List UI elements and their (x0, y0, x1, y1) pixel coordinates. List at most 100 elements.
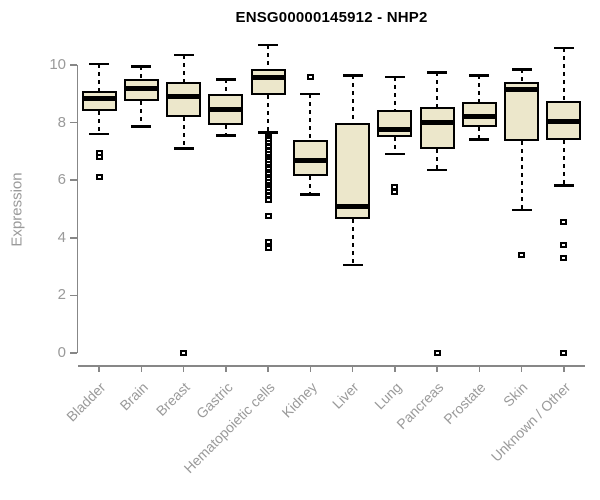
upper-whisker-line (478, 75, 481, 103)
x-axis-tick (478, 366, 481, 372)
y-axis-line (76, 65, 78, 353)
median-line (81, 95, 117, 101)
y-axis-tick (70, 294, 77, 297)
upper-whisker-line (351, 75, 354, 123)
lower-whisker-cap (173, 147, 194, 150)
x-axis-category-label: Liver (329, 379, 362, 412)
upper-whisker-line (393, 76, 396, 110)
upper-whisker-line (562, 47, 565, 101)
lower-whisker-cap (300, 193, 321, 196)
x-axis-tick (267, 366, 269, 372)
upper-whisker-cap (342, 74, 363, 77)
outlier-point (264, 213, 272, 220)
outlier-point (560, 254, 568, 261)
iqr-box (81, 90, 117, 112)
y-axis-tick (70, 179, 77, 181)
upper-whisker-line (309, 93, 312, 140)
y-axis-tick-label: 0 (57, 344, 66, 361)
lower-whisker-line (309, 175, 312, 195)
median-line (377, 127, 413, 133)
lower-whisker-cap (258, 131, 279, 134)
x-axis-tick (98, 366, 100, 372)
median-line (419, 120, 455, 126)
iqr-box (419, 106, 455, 149)
x-axis-tick (394, 366, 396, 372)
y-axis-tick-label: 8 (57, 113, 66, 131)
upper-whisker-line (224, 79, 227, 94)
lower-whisker-cap (89, 132, 110, 136)
x-axis-tick (520, 366, 523, 372)
y-axis-tick (70, 121, 77, 124)
x-axis-category-label: Skin (500, 379, 531, 410)
x-axis-tick (563, 366, 565, 372)
x-axis-tick (351, 366, 354, 372)
y-axis-tick-label: 6 (57, 171, 66, 189)
outlier-point (560, 350, 568, 356)
chart-title: ENSG00000145912 - NHP2 (235, 9, 428, 26)
lower-whisker-line (393, 137, 396, 155)
median-line (208, 107, 244, 113)
lower-whisker-line (436, 148, 439, 171)
outlier-point (264, 197, 272, 204)
x-axis-category-label: Unknown / Other (487, 379, 574, 465)
lower-whisker-cap (469, 138, 490, 141)
median-line (504, 86, 540, 92)
iqr-box (504, 82, 540, 142)
y-axis-tick (70, 237, 77, 239)
outlier-point (306, 73, 314, 80)
y-axis-tick-label: 10 (49, 56, 66, 73)
lower-whisker-line (267, 95, 270, 133)
upper-whisker-line (182, 54, 185, 83)
upper-whisker-cap (131, 65, 152, 68)
outlier-point (95, 154, 103, 161)
lower-whisker-line (351, 219, 354, 266)
x-axis-category-label: Breast (153, 379, 193, 419)
median-line (461, 114, 497, 120)
y-axis-tick (70, 64, 77, 66)
median-line (123, 85, 159, 91)
upper-whisker-line (520, 69, 523, 83)
lower-whisker-line (98, 111, 101, 135)
x-axis-tick (140, 366, 143, 372)
upper-whisker-cap (300, 92, 321, 96)
median-line (166, 94, 202, 100)
upper-whisker-cap (258, 43, 279, 47)
iqr-box (335, 122, 371, 220)
lower-whisker-cap (384, 152, 405, 156)
upper-whisker-cap (215, 78, 236, 81)
outlier-point (560, 242, 568, 248)
lower-whisker-line (478, 126, 481, 140)
median-line (335, 203, 371, 209)
lower-whisker-line (562, 139, 565, 186)
median-line (546, 118, 582, 124)
y-axis-tick (70, 352, 77, 354)
outlier-point (518, 252, 526, 259)
x-axis-tick (309, 366, 312, 372)
upper-whisker-line (436, 72, 439, 107)
x-axis-tick (436, 366, 438, 372)
upper-whisker-line (140, 66, 143, 80)
median-line (292, 157, 328, 163)
y-axis-tick-label: 4 (57, 228, 66, 246)
y-axis-tick-label: 2 (57, 286, 66, 304)
iqr-box (250, 69, 286, 96)
x-axis-tick (182, 366, 185, 372)
upper-whisker-cap (469, 74, 490, 77)
x-axis-line (78, 365, 585, 367)
outlier-point (180, 350, 188, 356)
x-axis-category-label: Brain (116, 379, 151, 414)
iqr-box (166, 82, 202, 117)
outlier-point (560, 218, 568, 225)
lower-whisker-line (140, 101, 143, 127)
x-axis-category-label: Lung (370, 379, 405, 413)
x-axis-category-label: Prostate (440, 379, 489, 428)
iqr-box (377, 109, 413, 137)
outlier-point (433, 350, 441, 356)
median-line (250, 75, 286, 81)
lower-whisker-cap (553, 184, 574, 187)
lower-whisker-line (520, 141, 523, 211)
upper-whisker-line (98, 63, 101, 91)
upper-whisker-cap (553, 46, 574, 50)
